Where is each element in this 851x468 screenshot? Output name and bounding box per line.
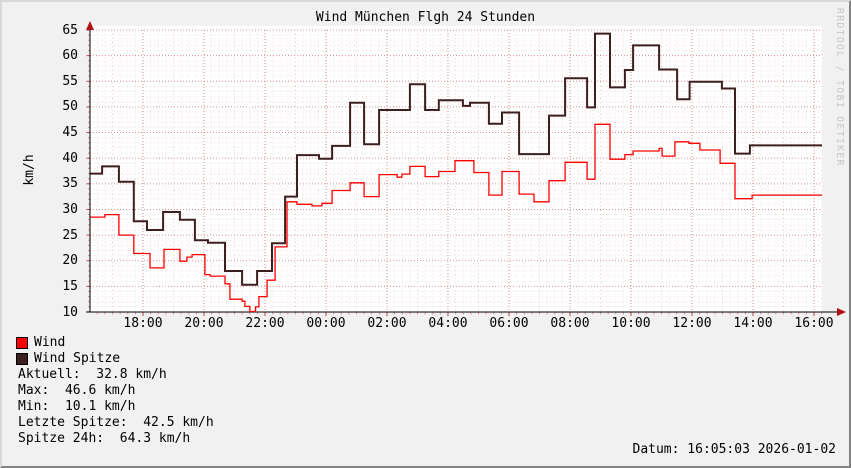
x-tick-label: 16:00 <box>794 316 834 331</box>
x-tick-label: 04:00 <box>428 316 468 331</box>
y-tick-label: 40 <box>62 150 78 166</box>
rrdtool-watermark: RRDTOOL / TOBI OETIKER <box>834 8 845 167</box>
x-tick-label: 08:00 <box>550 316 590 331</box>
stat-line: Aktuell: 32.8 km/h <box>18 367 167 382</box>
x-tick-label: 20:00 <box>184 316 224 331</box>
y-tick-label: 35 <box>62 176 78 192</box>
y-tick-label: 30 <box>62 201 78 217</box>
axes <box>86 21 846 316</box>
stat-line: Min: 10.1 km/h <box>18 399 136 414</box>
x-axis-arrow-icon <box>837 308 846 316</box>
x-tick-label: 10:00 <box>611 316 651 331</box>
y-tick-label: 65 <box>62 22 78 38</box>
y-tick-label: 55 <box>62 73 78 89</box>
x-tick-label: 22:00 <box>245 316 285 331</box>
legend: Wind Wind Spitze Aktuell: 32.8 km/h Max: 46… <box>16 335 214 447</box>
legend-label: Wind <box>34 335 66 350</box>
y-tick-label: 20 <box>62 253 78 269</box>
legend-item: Wind <box>16 335 214 351</box>
chart-title: Wind München Flgh 24 Stunden <box>315 10 536 25</box>
legend-color-chip <box>16 353 28 365</box>
y-axis-arrow-icon <box>86 21 94 30</box>
wind-series-line <box>90 123 822 312</box>
legend-color-chip <box>16 337 28 349</box>
y-tick-label: 50 <box>62 99 78 115</box>
y-tick-label: 25 <box>62 227 78 243</box>
y-tick-label: 10 <box>62 304 78 320</box>
plot-background <box>90 26 822 312</box>
y-tick-label: 15 <box>62 278 78 294</box>
x-tick-label: 06:00 <box>489 316 529 331</box>
x-tick-label: 18:00 <box>123 316 163 331</box>
x-tick-label: 12:00 <box>672 316 712 331</box>
x-tick-label: 02:00 <box>367 316 407 331</box>
wind-spitze-series-line <box>90 32 822 286</box>
stat-line: Letzte Spitze: 42.5 km/h <box>18 415 214 430</box>
y-tick-label: 45 <box>62 125 78 141</box>
date-stamp: Datum: 16:05:03 2026-01-02 <box>632 442 837 457</box>
stat-line: Spitze 24h: 64.3 km/h <box>18 431 191 446</box>
legend-label: Wind Spitze <box>34 351 121 366</box>
x-tick-label: 00:00 <box>306 316 346 331</box>
x-tick-label: 14:00 <box>733 316 773 331</box>
stat-line: Max: 46.6 km/h <box>18 383 136 398</box>
legend-item: Wind Spitze <box>16 351 214 367</box>
y-tick-label: 60 <box>62 48 78 64</box>
